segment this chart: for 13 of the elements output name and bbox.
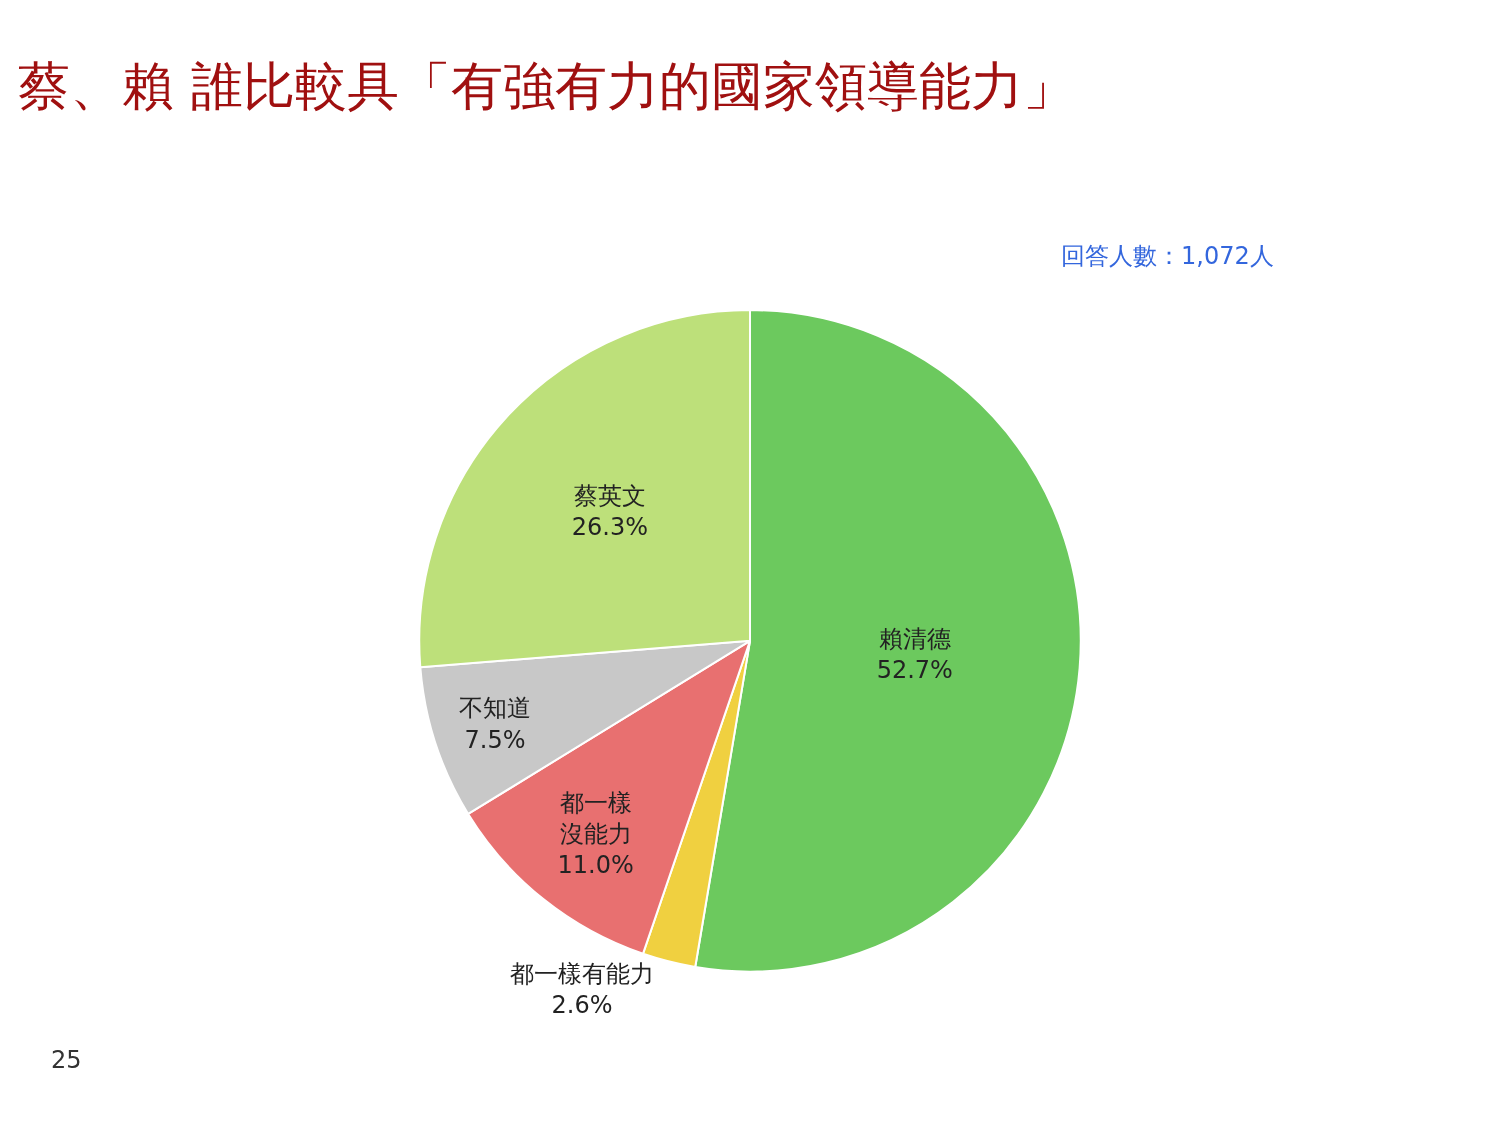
data-label: 7.5% [464,725,526,754]
slice-label: 不知道 [459,694,532,723]
chart-title: 蔡、賴 誰比較具「有強有力的國家領導能力」 [18,55,1075,116]
data-label: 11.0% [557,851,634,880]
text: 25 [51,1046,82,1074]
slice-label: 都一樣有能力 [510,959,655,988]
data-label: 52.7% [876,656,953,685]
data-label: 26.3% [571,513,649,542]
slice-label: 都一樣沒能力 [559,788,632,848]
text: 回答人數：1,072人 [1061,242,1274,270]
slice-label: 賴清德 [878,624,951,653]
slice-label: 蔡英文 [573,481,646,510]
data-label: 2.6% [551,990,613,1019]
